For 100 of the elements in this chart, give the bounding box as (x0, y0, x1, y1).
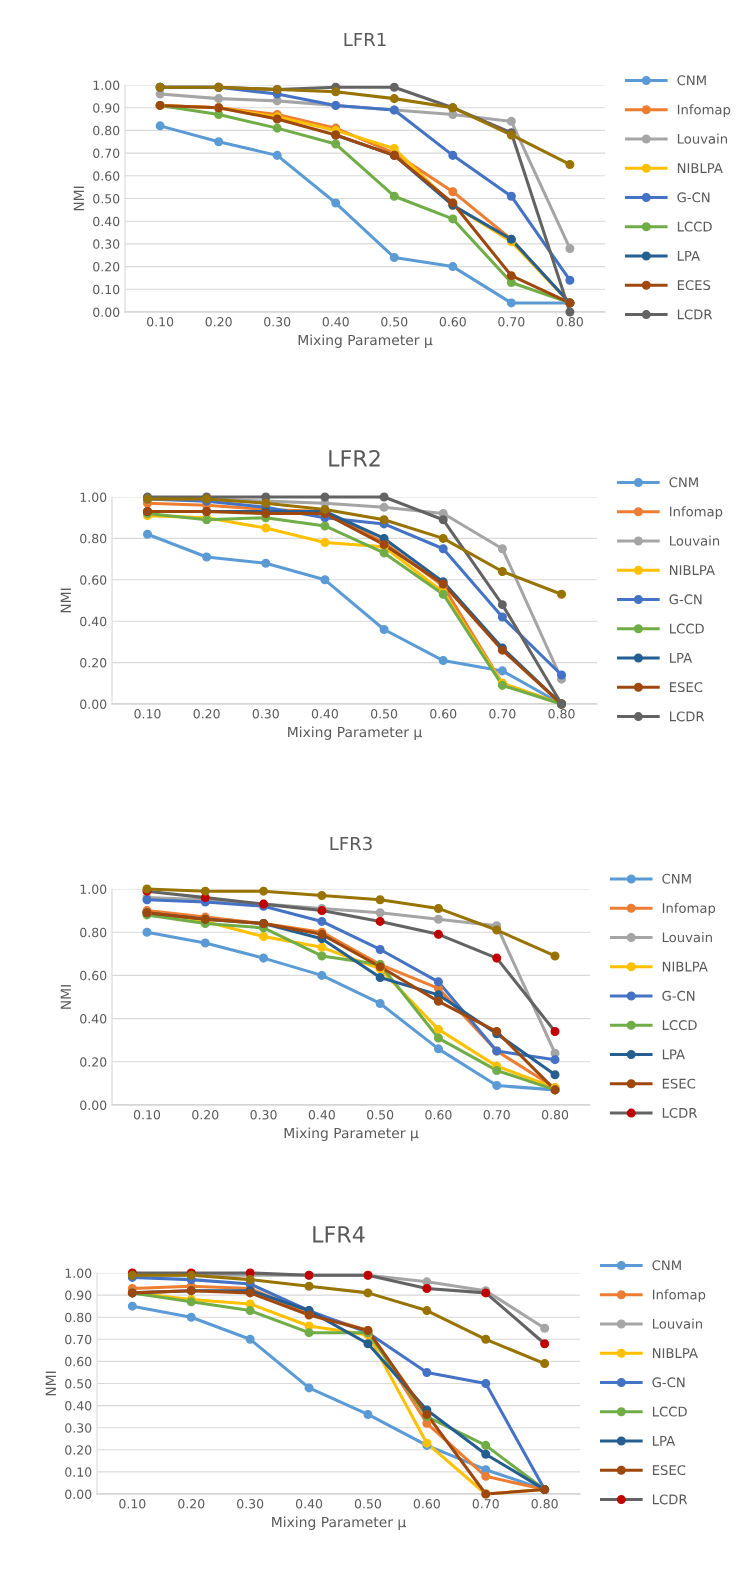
y-tick-label: 0.80 (80, 533, 107, 544)
chart-title: LFR2 (329, 449, 380, 467)
y-tick-label: 0.60 (80, 575, 107, 585)
legend-label: Infomap (662, 902, 716, 916)
legend-label: Louvain (677, 133, 727, 144)
chart-title: LFR1 (344, 32, 386, 47)
x-tick-label: 0.50 (367, 1110, 394, 1120)
y-axis-title: NMI (60, 588, 71, 613)
legend-label: CNM (652, 1260, 681, 1271)
y-tick-label: 0.70 (65, 1334, 92, 1345)
legend-label: LPA (670, 653, 693, 663)
x-tick-label: 0.80 (541, 1110, 569, 1120)
y-tick-label: 0.90 (93, 103, 120, 113)
legend-label: CNM (662, 873, 691, 884)
x-tick-label: 0.60 (425, 1110, 452, 1120)
legend-label: LCCD (652, 1406, 687, 1417)
x-tick-label: 0.60 (413, 1499, 440, 1509)
x-tick-label: 0.30 (250, 1110, 277, 1120)
x-tick-label: 0.10 (147, 317, 174, 327)
y-tick-label: 0.40 (80, 616, 107, 627)
x-axis-title: Mixing Parameter μ (284, 1127, 419, 1141)
x-axis-title: Mixing Parameter μ (288, 726, 422, 740)
y-tick-label: 0.60 (80, 970, 107, 981)
x-tick-label: 0.30 (237, 1499, 264, 1509)
legend-label: LCDR (662, 1107, 698, 1118)
x-tick-label: 0.70 (472, 1499, 499, 1509)
legend-label: LPA (652, 1436, 676, 1446)
x-tick-label: 0.60 (439, 317, 466, 327)
x-tick-label: 0.40 (295, 1499, 323, 1509)
legend-label: ESEC (670, 682, 703, 693)
legend-label: ECES (677, 280, 711, 291)
x-tick-label: 0.20 (193, 709, 220, 719)
y-tick-label: 1.00 (80, 884, 107, 894)
legend-label: Infomap (677, 104, 731, 118)
legend-label: ESEC (652, 1465, 686, 1476)
y-tick-label: 0.00 (93, 307, 120, 317)
y-axis-title: NMI (45, 1371, 56, 1396)
y-tick-label: 0.00 (80, 1100, 107, 1110)
legend-label: LCCD (677, 221, 712, 232)
legend-label: CNM (669, 477, 698, 488)
legend-label: Infomap (670, 506, 723, 520)
y-tick-label: 0.40 (65, 1401, 92, 1411)
y-tick-label: 0.20 (80, 1057, 107, 1067)
chart-title: LFR3 (330, 836, 372, 851)
y-tick-label: 0.50 (93, 193, 120, 204)
y-tick-label: 0.50 (65, 1378, 92, 1389)
x-tick-label: 0.50 (354, 1499, 382, 1509)
legend-label: Louvain (652, 1318, 703, 1329)
y-tick-label: 0.40 (93, 216, 120, 227)
x-tick-label: 0.10 (134, 709, 161, 719)
y-tick-label: 0.30 (93, 239, 120, 249)
legend-label: Infomap (652, 1289, 706, 1303)
y-tick-label: 0.20 (93, 262, 120, 272)
legend-label: CNM (677, 75, 706, 86)
y-axis-title: NMI (73, 186, 84, 211)
y-tick-label: 0.20 (65, 1445, 92, 1455)
legend-label: NIBLPA (652, 1348, 698, 1358)
x-tick-label: 0.10 (119, 1499, 146, 1509)
y-axis-title: NMI (60, 985, 71, 1009)
x-tick-label: 0.20 (178, 1499, 205, 1509)
legend-label: LCCD (662, 1020, 697, 1031)
legend-label: G-CN (669, 594, 702, 605)
legend-label: LCDR (652, 1494, 688, 1505)
x-tick-label: 0.20 (205, 317, 232, 327)
chart-title: LFR4 (313, 1226, 365, 1243)
y-tick-label: 0.80 (80, 927, 107, 938)
y-tick-label: 1.00 (93, 80, 120, 90)
legend-label: LPA (662, 1049, 685, 1060)
x-tick-label: 0.30 (252, 709, 279, 719)
x-tick-label: 0.40 (311, 709, 339, 719)
legend-label: G-CN (677, 192, 710, 203)
y-tick-label: 0.10 (93, 284, 120, 295)
x-tick-label: 0.70 (483, 1110, 510, 1120)
legend-label: Louvain (670, 535, 720, 546)
y-tick-label: 0.60 (93, 171, 120, 181)
x-tick-label: 0.20 (192, 1110, 219, 1120)
y-tick-label: 0.00 (80, 699, 107, 709)
x-tick-label: 0.40 (322, 317, 349, 327)
x-tick-label: 0.50 (370, 709, 398, 719)
y-tick-label: 1.00 (65, 1268, 92, 1278)
x-tick-label: 0.30 (264, 317, 291, 327)
x-tick-label: 0.80 (556, 317, 583, 327)
x-tick-label: 0.10 (133, 1110, 161, 1120)
y-tick-label: 0.80 (65, 1312, 92, 1323)
y-tick-label: 0.60 (65, 1356, 92, 1367)
x-tick-label: 0.40 (308, 1110, 335, 1120)
legend-label: LCDR (670, 711, 705, 722)
y-tick-label: 0.30 (65, 1423, 92, 1433)
y-tick-label: 1.00 (80, 492, 107, 502)
y-tick-label: 0.20 (80, 658, 107, 668)
x-tick-label: 0.80 (531, 1499, 558, 1509)
x-tick-label: 0.50 (381, 317, 408, 327)
legend-label: LPA (677, 251, 700, 261)
y-tick-label: 0.90 (65, 1290, 92, 1301)
legend-label: LCCD (670, 623, 704, 634)
y-tick-label: 0.00 (65, 1489, 92, 1499)
y-tick-label: 0.70 (93, 148, 120, 159)
y-tick-label: 0.80 (93, 125, 120, 136)
x-tick-label: 0.70 (498, 317, 525, 327)
y-tick-label: 0.10 (65, 1467, 92, 1477)
